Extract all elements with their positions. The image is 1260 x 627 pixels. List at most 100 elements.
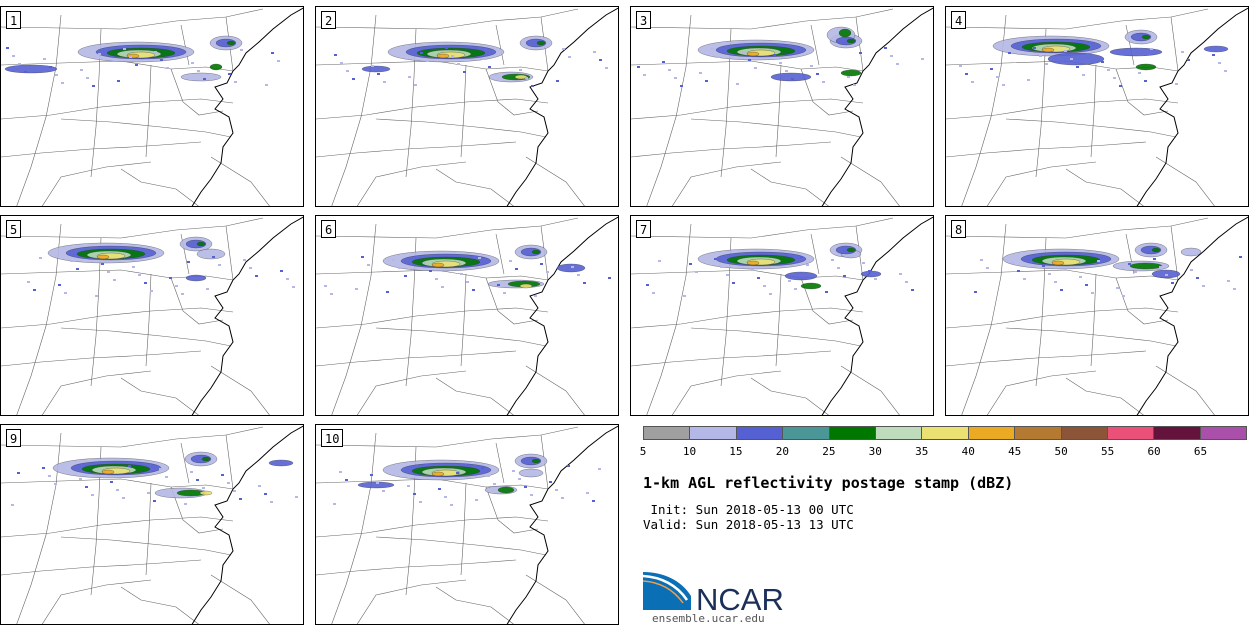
reflectivity-echo: [64, 292, 67, 294]
reflectivity-echo: [6, 47, 9, 49]
state-boundary: [946, 141, 1147, 158]
reflectivity-echo: [1122, 295, 1125, 297]
reflectivity-echo: [227, 482, 230, 484]
reflectivity-echo: [1190, 269, 1193, 271]
reflectivity-echo: [61, 82, 64, 84]
reflectivity-echo: [1239, 256, 1242, 258]
reflectivity-echo: [593, 51, 596, 53]
colorbar-tick-label: 45: [1008, 445, 1022, 458]
reflectivity-echo: [376, 482, 379, 484]
state-boundary: [671, 161, 782, 206]
state-boundary: [690, 118, 862, 138]
reflectivity-echo: [1119, 85, 1122, 87]
coastline: [1136, 7, 1248, 206]
reflectivity-echo: [746, 260, 760, 266]
reflectivity-echo: [129, 56, 132, 58]
reflectivity-map: [631, 216, 933, 415]
state-boundary: [316, 350, 517, 367]
reflectivity-echo: [534, 295, 537, 297]
reflectivity-echo: [165, 476, 168, 478]
state-boundary: [316, 141, 517, 158]
reflectivity-echo: [1045, 63, 1048, 65]
reflectivity-echo: [518, 468, 544, 478]
state-boundary: [331, 14, 377, 206]
state-boundary: [1, 350, 202, 367]
reflectivity-echo: [748, 59, 751, 61]
reflectivity-echo: [451, 55, 454, 57]
colorbar-segment: [829, 427, 876, 439]
postage-stamp-panel: 2: [315, 6, 619, 207]
reflectivity-echo: [201, 456, 211, 462]
reflectivity-echo: [169, 277, 172, 279]
panel-number: 1: [6, 11, 22, 29]
reflectivity-echo: [1224, 70, 1227, 72]
reflectivity-echo: [79, 478, 82, 480]
reflectivity-echo: [890, 55, 893, 57]
reflectivity-echo: [333, 503, 336, 505]
reflectivity-echo: [1027, 79, 1030, 81]
reflectivity-echo: [509, 260, 512, 262]
state-boundary: [120, 377, 199, 415]
reflectivity-echo: [398, 267, 401, 269]
reflectivity-echo: [493, 483, 496, 485]
reflectivity-map: [1, 216, 303, 415]
reflectivity-echo: [689, 263, 692, 265]
state-boundary: [460, 482, 467, 576]
reflectivity-echo: [55, 74, 58, 76]
state-boundary: [120, 168, 199, 206]
reflectivity-echo: [190, 471, 193, 473]
reflectivity-echo: [101, 469, 115, 475]
state-boundary: [435, 168, 514, 206]
state-boundary: [225, 225, 234, 281]
reflectivity-echo: [837, 267, 840, 269]
reflectivity-echo: [536, 40, 546, 46]
reflectivity-echo: [1079, 276, 1082, 278]
reflectivity-echo: [123, 48, 126, 50]
reflectivity-echo: [1233, 288, 1236, 290]
reflectivity-map: [1, 425, 303, 624]
colorbar-tick-label: 20: [775, 445, 789, 458]
state-boundary: [631, 141, 832, 158]
reflectivity-echo: [846, 247, 856, 253]
reflectivity-echo: [1039, 55, 1042, 57]
reflectivity-echo: [239, 498, 242, 500]
reflectivity-echo: [680, 85, 683, 87]
reflectivity-echo: [1159, 266, 1162, 268]
state-boundary: [316, 426, 579, 448]
state-boundary: [435, 586, 514, 624]
reflectivity-echo: [435, 278, 438, 280]
state-boundary: [60, 536, 232, 556]
reflectivity-echo: [11, 504, 14, 506]
reflectivity-echo: [662, 61, 665, 63]
reflectivity-echo: [840, 69, 862, 77]
reflectivity-map: [1, 7, 303, 206]
reflectivity-echo: [668, 69, 671, 71]
state-boundary: [1, 217, 264, 239]
reflectivity-echo: [135, 64, 138, 66]
reflectivity-echo: [785, 70, 788, 72]
reflectivity-echo: [1113, 77, 1116, 79]
reflectivity-echo: [847, 76, 850, 78]
colorbar-tick-label: 25: [822, 445, 836, 458]
reflectivity-echo: [286, 278, 289, 280]
reflectivity-echo: [717, 56, 720, 58]
reflectivity-echo: [39, 257, 42, 259]
state-boundary: [631, 269, 864, 281]
state-boundary: [1115, 277, 1169, 325]
state-boundary: [170, 68, 224, 116]
state-boundary: [1155, 365, 1215, 415]
website-url: ensemble.ucar.edu: [652, 612, 765, 625]
postage-stamp-panel: 3: [630, 6, 934, 207]
reflectivity-echo: [1196, 277, 1199, 279]
reflectivity-echo: [1109, 47, 1163, 57]
state-boundary: [1, 307, 234, 329]
reflectivity-echo: [180, 72, 222, 82]
reflectivity-echo: [773, 54, 776, 56]
reflectivity-echo: [233, 490, 236, 492]
reflectivity-echo: [91, 494, 94, 496]
reflectivity-echo: [531, 249, 541, 255]
reflectivity-echo: [1107, 69, 1110, 71]
reflectivity-echo: [444, 496, 447, 498]
reflectivity-echo: [754, 67, 757, 69]
reflectivity-echo: [1218, 62, 1221, 64]
